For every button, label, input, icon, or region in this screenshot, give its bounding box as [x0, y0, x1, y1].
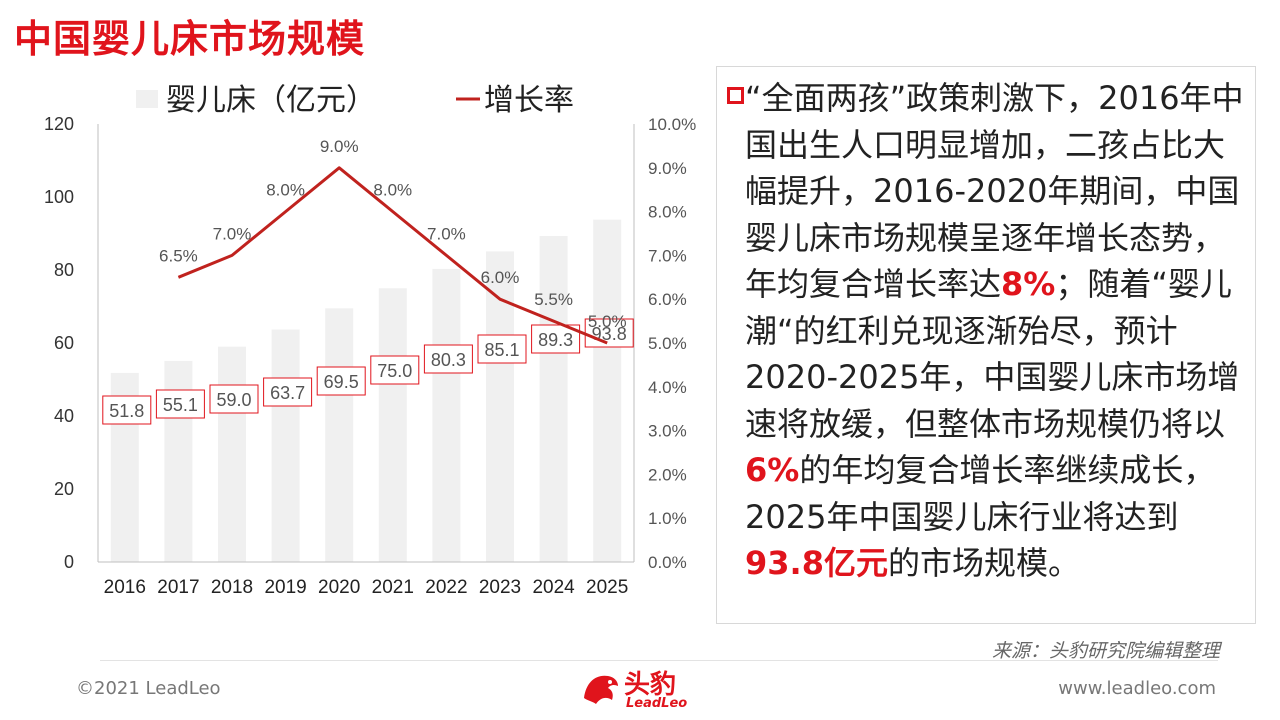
- line-value-label-2019: 8.0%: [266, 181, 305, 200]
- leopard-logo-icon: [584, 675, 618, 704]
- legend-bar-swatch: [136, 90, 158, 108]
- line-value-label-2024: 5.5%: [534, 290, 573, 309]
- combo-chart: 0 20 40 60 80 100 120 0.0% 1.0% 2.0% 3.0% 4.0% 5.0% 6…: [44, 83, 696, 598]
- x-tick-2020: 2020: [318, 577, 360, 598]
- bar-value-label-2021: 75.0: [377, 361, 412, 381]
- bar-2025: [593, 219, 622, 562]
- bar-2024: [539, 236, 568, 562]
- bar-2022: [432, 268, 461, 562]
- bar-label-box-2022: [423, 344, 473, 374]
- y-right-tick: 6.0%: [648, 290, 687, 309]
- legend-line-label: 增长率: [484, 83, 574, 118]
- line-value-label-2022: 7.0%: [427, 224, 466, 243]
- analysis-text: “全面两孩”政策刺激下，2016年中国出生人口明显增加，二孩占比大幅提升，201…: [745, 75, 1245, 587]
- copyright-text: ©2021 LeadLeo: [76, 678, 221, 699]
- bar-label-box-2021: [370, 355, 420, 385]
- leadleo-logo: 头豹 LeadLeo: [580, 664, 710, 718]
- bar-value-label-2019: 63.7: [270, 383, 305, 403]
- y-right-tick: 5.0%: [648, 334, 687, 353]
- bullet-icon: [727, 87, 744, 104]
- analysis-segment: ；随着“婴儿潮“的红利兑现逐渐殆尽，预计2020-2025年，中国婴儿床市场增速…: [745, 265, 1240, 443]
- y-right-tick: 2.0%: [648, 465, 687, 484]
- analysis-segment: 的市场规模。: [887, 544, 1080, 582]
- website-link[interactable]: www.leadleo.com: [1058, 678, 1216, 699]
- y-left-tick: 80: [54, 260, 74, 280]
- y-left-tick: 100: [44, 187, 74, 207]
- x-tick-2023: 2023: [479, 577, 521, 598]
- bar-value-label-2016: 51.8: [109, 401, 144, 421]
- analysis-segment: 的年均复合增长率继续成长，2025年中国婴儿床行业将达到: [745, 451, 1216, 536]
- bar-2019: [271, 329, 300, 562]
- y-left-tick: 0: [64, 552, 74, 572]
- line-value-label-2021: 8.0%: [373, 181, 412, 200]
- highlight-text: 6%: [745, 451, 800, 489]
- line-value-label-2025: 5.0%: [588, 312, 627, 331]
- bar-2021: [378, 288, 407, 562]
- line-value-label-2018: 7.0%: [213, 224, 252, 243]
- x-tick-2018: 2018: [211, 577, 253, 598]
- x-tick-2024: 2024: [532, 577, 575, 598]
- logo-en-text: LeadLeo: [626, 696, 688, 711]
- bar-label-box-2020: [316, 366, 366, 396]
- bar-value-label-2020: 69.5: [324, 372, 359, 392]
- line-value-label-2017: 6.5%: [159, 246, 198, 265]
- bar-value-label-2023: 85.1: [484, 340, 519, 360]
- y-right-tick: 0.0%: [648, 553, 687, 572]
- bar-value-label-2018: 59.0: [216, 390, 251, 410]
- page-title: 中国婴儿床市场规模: [14, 17, 366, 61]
- bar-value-label-2022: 80.3: [431, 350, 466, 370]
- bar-label-box-2019: [263, 377, 313, 407]
- y-right-tick: 4.0%: [648, 378, 687, 397]
- y-right-tick: 8.0%: [648, 203, 687, 222]
- bar-value-label-2017: 55.1: [163, 395, 198, 415]
- y-left-tick: 20: [54, 479, 74, 499]
- bar-label-box-2018: [209, 384, 259, 414]
- bar-label-box-2025: [584, 318, 634, 348]
- x-tick-2025: 2025: [586, 577, 628, 598]
- y-right-tick: 9.0%: [648, 159, 687, 178]
- bar-label-box-2017: [155, 389, 205, 419]
- line-value-label-2020: 9.0%: [320, 137, 359, 156]
- bar-value-label-2024: 89.3: [538, 330, 573, 350]
- y-left-tick: 120: [44, 114, 74, 134]
- bar-label-box-2024: [531, 324, 581, 354]
- bar-label-box-2016: [102, 395, 152, 425]
- legend-bar-label: 婴儿床（亿元）: [166, 83, 376, 118]
- line-value-label-2023: 6.0%: [481, 268, 520, 287]
- y-right-tick: 10.0%: [648, 115, 696, 134]
- bar-2018: [218, 346, 246, 562]
- y-right-tick: 3.0%: [648, 422, 687, 441]
- x-tick-2022: 2022: [425, 577, 467, 598]
- highlight-text: 8%: [1001, 265, 1056, 303]
- bar-label-box-2023: [477, 334, 527, 364]
- x-tick-2021: 2021: [372, 577, 414, 598]
- y-right-tick: 1.0%: [648, 509, 687, 528]
- x-tick-2016: 2016: [104, 577, 146, 598]
- analysis-panel: “全面两孩”政策刺激下，2016年中国出生人口明显增加，二孩占比大幅提升，201…: [716, 66, 1256, 624]
- analysis-segment: “全面两孩”政策刺激下，2016年中国出生人口明显增加，二孩占比大幅提升，201…: [745, 79, 1244, 303]
- y-left-tick: 60: [54, 333, 74, 353]
- footer-divider: [100, 660, 1218, 661]
- x-tick-2019: 2019: [264, 577, 306, 598]
- bar-2020: [325, 308, 354, 562]
- logo-cn-text: 头豹: [624, 670, 677, 700]
- y-right-tick: 7.0%: [648, 246, 687, 265]
- source-note: 来源：头豹研究院编辑整理: [991, 640, 1220, 662]
- y-left-tick: 40: [54, 406, 74, 426]
- growth-rate-line: [177, 166, 608, 345]
- highlight-text: 93.8亿元: [745, 544, 888, 582]
- x-tick-2017: 2017: [157, 577, 199, 598]
